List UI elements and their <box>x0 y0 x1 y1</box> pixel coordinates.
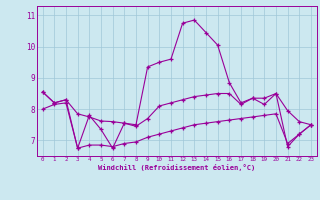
X-axis label: Windchill (Refroidissement éolien,°C): Windchill (Refroidissement éolien,°C) <box>98 164 255 171</box>
